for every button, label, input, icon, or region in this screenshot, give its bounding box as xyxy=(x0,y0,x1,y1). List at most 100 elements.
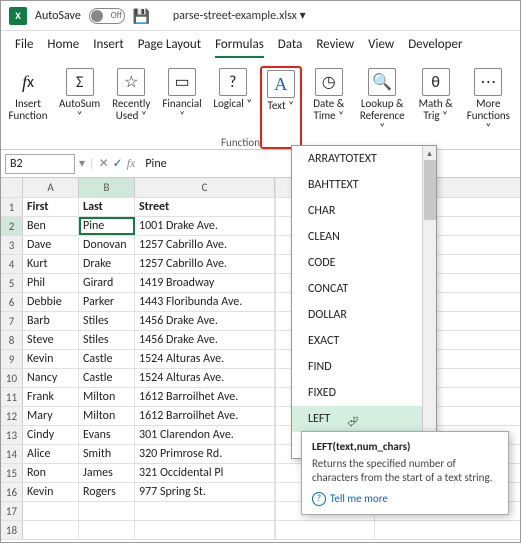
lookup-reference-button[interactable]: 🔍Lookup &Reference ˅ xyxy=(356,66,409,149)
dropdown-item-bahttext[interactable]: BAHTTEXT xyxy=(292,172,436,198)
cell[interactable]: 977 Spring St. xyxy=(135,483,275,501)
cell[interactable]: Mary xyxy=(23,407,79,425)
cell[interactable]: Ron xyxy=(23,464,79,482)
dropdown-item-concat[interactable]: CONCAT xyxy=(292,276,436,302)
text-button[interactable]: AText ˅ xyxy=(260,66,302,149)
cell[interactable]: Kurt xyxy=(23,255,79,273)
cell[interactable]: 1443 Floribunda Ave. xyxy=(135,293,275,311)
dropdown-item-clean[interactable]: CLEAN xyxy=(292,224,436,250)
cell[interactable]: Donovan xyxy=(79,236,135,254)
cell[interactable]: Rogers xyxy=(79,483,135,501)
cell[interactable]: 301 Clarendon Ave. xyxy=(135,426,275,444)
enter-icon[interactable]: ✓ xyxy=(113,156,123,171)
cell[interactable]: Pine xyxy=(79,217,135,235)
cell[interactable]: Evans xyxy=(79,426,135,444)
cell[interactable]: 1456 Drake Ave. xyxy=(135,331,275,349)
cell[interactable]: Cindy xyxy=(23,426,79,444)
cell[interactable]: 1257 Cabrillo Ave. xyxy=(135,255,275,273)
cell[interactable]: Kevin xyxy=(23,483,79,501)
cell[interactable] xyxy=(23,521,79,539)
cell[interactable] xyxy=(135,502,275,520)
scroll-thumb[interactable] xyxy=(424,160,436,220)
cell[interactable] xyxy=(275,521,375,539)
cancel-icon[interactable]: ✕ xyxy=(99,156,109,171)
dropdown-item-find[interactable]: FIND xyxy=(292,354,436,380)
row-head-18[interactable]: 18 xyxy=(1,521,23,539)
row-head-2[interactable]: 2 xyxy=(1,217,23,235)
col-head-B[interactable]: B xyxy=(79,178,135,197)
dropdown-item-exact[interactable]: EXACT xyxy=(292,328,436,354)
row-head-1[interactable]: 1 xyxy=(1,198,23,216)
row-head-12[interactable]: 12 xyxy=(1,407,23,425)
row-head-17[interactable]: 17 xyxy=(1,502,23,520)
row-head-6[interactable]: 6 xyxy=(1,293,23,311)
cell[interactable]: Ben xyxy=(23,217,79,235)
cell[interactable]: 320 Primrose Rd. xyxy=(135,445,275,463)
cell[interactable]: Barb xyxy=(23,312,79,330)
tell-me-more-link[interactable]: Tell me more xyxy=(312,492,498,506)
cell[interactable]: James xyxy=(79,464,135,482)
recently-used-button[interactable]: ☆RecentlyUsed ˅ xyxy=(110,66,152,149)
cell[interactable]: 1456 Drake Ave. xyxy=(135,312,275,330)
cell[interactable]: Drake xyxy=(79,255,135,273)
dropdown-item-fixed[interactable]: FIXED xyxy=(292,380,436,406)
tab-home[interactable]: Home xyxy=(47,37,79,58)
header-cell[interactable]: Street xyxy=(135,198,275,216)
tab-formulas[interactable]: Formulas xyxy=(215,37,264,58)
cell[interactable]: 1001 Drake Ave. xyxy=(135,217,275,235)
date-time-button[interactable]: ◷Date &Time ˅ xyxy=(308,66,350,149)
cell[interactable]: 1419 Broadway xyxy=(135,274,275,292)
dropdown-item-code[interactable]: CODE xyxy=(292,250,436,276)
save-icon[interactable]: 💾 xyxy=(133,8,149,24)
cell[interactable]: Castle xyxy=(79,369,135,387)
row-head-3[interactable]: 3 xyxy=(1,236,23,254)
insert-function-button[interactable]: fxInsertFunction xyxy=(7,66,49,149)
cell[interactable] xyxy=(79,521,135,539)
cell[interactable]: 1612 Barroilhet Ave. xyxy=(135,388,275,406)
row-head-14[interactable]: 14 xyxy=(1,445,23,463)
scroll-up-icon[interactable]: ▴ xyxy=(423,146,436,160)
tab-insert[interactable]: Insert xyxy=(93,37,124,58)
row-head-7[interactable]: 7 xyxy=(1,312,23,330)
cell[interactable]: Castle xyxy=(79,350,135,368)
row-head-16[interactable]: 16 xyxy=(1,483,23,501)
tab-data[interactable]: Data xyxy=(278,37,303,58)
cell[interactable]: Stiles xyxy=(79,312,135,330)
fx-icon[interactable]: fx xyxy=(127,156,136,171)
col-head-C[interactable]: C xyxy=(135,178,275,197)
cell[interactable] xyxy=(135,521,275,539)
row-head-15[interactable]: 15 xyxy=(1,464,23,482)
cell[interactable]: 1257 Cabrillo Ave. xyxy=(135,236,275,254)
math-trig-button[interactable]: θMath &Trig ˅ xyxy=(415,66,457,149)
row-head-13[interactable]: 13 xyxy=(1,426,23,444)
cell[interactable]: Steve xyxy=(23,331,79,349)
cell[interactable]: Debbie xyxy=(23,293,79,311)
autosave-toggle[interactable]: Off xyxy=(89,8,125,24)
financial-button[interactable]: ▭Financial ˅ xyxy=(158,66,206,149)
header-cell[interactable]: First xyxy=(23,198,79,216)
row-head-4[interactable]: 4 xyxy=(1,255,23,273)
name-box[interactable]: B2 xyxy=(5,154,75,174)
row-head-8[interactable]: 8 xyxy=(1,331,23,349)
dropdown-item-char[interactable]: CHAR xyxy=(292,198,436,224)
cell[interactable]: Nancy xyxy=(23,369,79,387)
header-cell[interactable]: Last xyxy=(79,198,135,216)
cell[interactable] xyxy=(23,502,79,520)
cell[interactable]: 321 Occidental Pl xyxy=(135,464,275,482)
row-head-5[interactable]: 5 xyxy=(1,274,23,292)
col-head-A[interactable]: A xyxy=(23,178,79,197)
tab-developer[interactable]: Developer xyxy=(408,37,462,58)
tab-review[interactable]: Review xyxy=(316,37,354,58)
cell[interactable]: Milton xyxy=(79,407,135,425)
cell[interactable] xyxy=(79,502,135,520)
cell[interactable]: 1524 Alturas Ave. xyxy=(135,350,275,368)
cell[interactable]: Frank xyxy=(23,388,79,406)
cell[interactable]: Parker xyxy=(79,293,135,311)
filename[interactable]: parse-street-example.xlsx ▾ xyxy=(173,8,306,23)
cell[interactable]: Smith xyxy=(79,445,135,463)
more-functions-button[interactable]: ⋯MoreFunctions ˅ xyxy=(463,66,514,149)
tab-view[interactable]: View xyxy=(368,37,394,58)
cell[interactable]: Girard xyxy=(79,274,135,292)
dropdown-scrollbar[interactable]: ▴ ▾ xyxy=(422,146,436,458)
cell[interactable]: 1524 Alturas Ave. xyxy=(135,369,275,387)
